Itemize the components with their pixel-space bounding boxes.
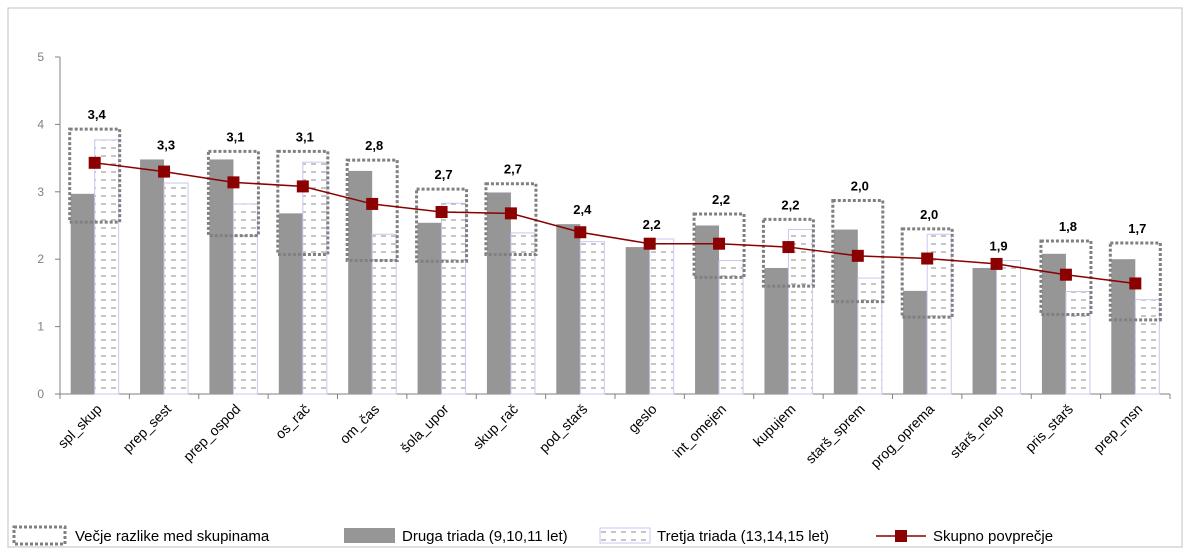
difference-box xyxy=(415,187,469,263)
data-label: 3,1 xyxy=(296,129,314,144)
y-tick-label: 0 xyxy=(37,387,44,401)
legend-label-druga: Druga triada (9,10,11 let) xyxy=(402,528,568,545)
bar-druga-triada xyxy=(695,225,720,394)
data-label: 2,2 xyxy=(643,217,661,232)
data-label: 1,7 xyxy=(1128,221,1146,236)
average-marker xyxy=(366,197,379,210)
difference-box xyxy=(1108,241,1162,322)
difference-box xyxy=(206,149,260,238)
bar-tretja-triada xyxy=(718,260,744,395)
average-marker xyxy=(921,252,934,265)
bar-tretja-triada xyxy=(787,229,813,395)
bar-druga-triada xyxy=(140,159,165,394)
average-marker xyxy=(782,241,795,254)
data-label: 2,0 xyxy=(851,179,869,194)
bar-tretja-triada xyxy=(94,139,120,395)
legend-label-average: Skupno povprečje xyxy=(933,528,1053,545)
data-label: 2,2 xyxy=(781,197,799,212)
y-tick-label: 2 xyxy=(37,252,44,266)
average-marker xyxy=(296,180,309,193)
bar-tretja-triada xyxy=(926,233,952,395)
bar-druga-triada xyxy=(556,224,581,394)
bar-druga-triada xyxy=(70,193,95,394)
bar-tretja-triada xyxy=(302,161,328,395)
data-label: 1,8 xyxy=(1059,219,1077,234)
difference-box xyxy=(484,182,538,256)
average-marker xyxy=(88,156,101,169)
average-line xyxy=(94,162,1136,285)
average-marker xyxy=(435,206,448,219)
average-marker xyxy=(574,226,587,239)
difference-box xyxy=(900,227,954,319)
difference-box xyxy=(68,127,122,224)
legend-label-difference: Večje razlike med skupinama xyxy=(75,528,270,545)
data-label: 1,9 xyxy=(990,239,1008,254)
average-marker xyxy=(851,249,864,262)
average-marker xyxy=(1059,268,1072,281)
bar-druga-triada xyxy=(625,247,650,394)
average-marker xyxy=(643,237,656,250)
difference-box xyxy=(831,199,885,304)
difference-box xyxy=(761,217,815,288)
legend-label-tretja: Tretja triada (13,14,15 let) xyxy=(657,528,829,545)
average-marker xyxy=(158,165,171,178)
bar-druga-triada xyxy=(278,213,303,394)
bar-tretja-triada xyxy=(1134,299,1160,395)
legend-swatch-difference xyxy=(12,525,67,546)
legend-marker-average xyxy=(895,530,907,542)
bar-tretja-triada xyxy=(441,202,467,395)
average-marker xyxy=(713,237,726,250)
difference-box xyxy=(692,212,746,279)
y-tick-label: 3 xyxy=(37,185,44,199)
bar-tretja-triada xyxy=(232,203,258,395)
bar-druga-triada xyxy=(417,222,442,394)
data-label: 2,4 xyxy=(573,202,592,217)
difference-box xyxy=(276,149,330,256)
data-label: 2,0 xyxy=(920,207,938,222)
bar-tretja-triada xyxy=(649,238,675,395)
y-tick-label: 5 xyxy=(37,50,44,64)
bar-tretja-triada xyxy=(996,260,1022,395)
bar-druga-triada xyxy=(209,159,234,394)
bar-druga-triada xyxy=(764,267,789,394)
bar-tretja-triada xyxy=(510,232,536,395)
average-marker xyxy=(1129,277,1142,290)
data-label: 3,4 xyxy=(88,107,107,122)
bar-tretja-triada xyxy=(371,233,397,395)
difference-box xyxy=(345,158,399,263)
data-label: 2,7 xyxy=(504,162,522,177)
bar-tretja-triada xyxy=(857,277,883,395)
data-label: 3,3 xyxy=(157,137,175,152)
average-marker xyxy=(990,257,1003,270)
data-label: 2,7 xyxy=(435,167,453,182)
average-marker xyxy=(504,207,517,220)
data-label: 2,2 xyxy=(712,192,730,207)
bar-druga-triada xyxy=(903,290,928,394)
y-tick-label: 4 xyxy=(37,117,44,131)
data-label: 2,8 xyxy=(365,138,383,153)
bar-tretja-triada xyxy=(163,182,189,395)
bar-druga-triada xyxy=(486,192,511,394)
bar-tretja-triada xyxy=(1065,291,1091,395)
average-marker xyxy=(227,176,240,189)
legend-swatch-tretja xyxy=(599,527,651,544)
data-label: 3,1 xyxy=(226,129,244,144)
y-tick-label: 1 xyxy=(37,320,44,334)
bar-druga-triada xyxy=(972,267,997,394)
bar-tretja-triada xyxy=(579,241,605,395)
legend-swatch-druga xyxy=(344,528,395,543)
